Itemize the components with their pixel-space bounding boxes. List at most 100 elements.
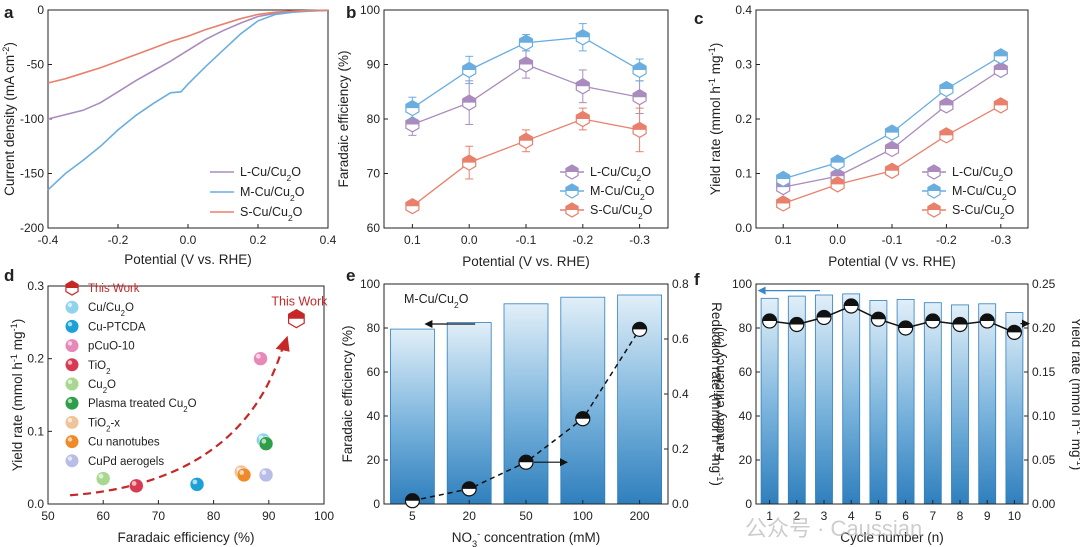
legend-marker-b-fill xyxy=(565,203,579,210)
y-axis-label-d: Yield rate (mmol h-1 mg-1) xyxy=(9,319,25,471)
data-point-b-fill xyxy=(462,155,476,163)
bar-e xyxy=(560,296,606,505)
legend-label-b: L-Cu/Cu2O xyxy=(590,165,651,183)
x-tick-label-b: 0.1 xyxy=(404,233,421,247)
axis-arrow-left-head xyxy=(424,320,433,328)
y2-tick-label-f: 0.05 xyxy=(1032,453,1056,467)
data-point-c-fill xyxy=(831,168,845,177)
data-point-b xyxy=(462,94,477,111)
data-point-c xyxy=(939,97,954,114)
y-tick-label-d: 0.1 xyxy=(27,424,44,438)
bar-f xyxy=(815,294,833,505)
y-tick-label-e: 100 xyxy=(360,277,380,291)
panel-label-d: d xyxy=(4,266,14,285)
y-tick-label-c: 0.3 xyxy=(735,58,752,72)
bar-e xyxy=(446,322,492,505)
rate-point-f-fill xyxy=(789,317,804,325)
data-point-c-fill xyxy=(939,81,953,90)
x-tick-label-d: 60 xyxy=(97,509,111,523)
data-point-b xyxy=(632,61,647,79)
x-tick-label-c: 0.0 xyxy=(829,233,846,247)
legend-label-c: S-Cu/Cu2O xyxy=(952,203,1015,221)
legend-marker-highlight-d xyxy=(67,456,73,461)
data-point-b-fill xyxy=(633,62,647,70)
rate-point-f xyxy=(789,316,805,333)
y2-tick-label-f: 0.15 xyxy=(1032,365,1056,379)
legend-marker-d xyxy=(65,396,79,410)
rate-point-e-fill xyxy=(519,455,533,463)
data-point-b-fill xyxy=(633,122,647,130)
legend-marker-d xyxy=(65,435,79,449)
plot-frame-f xyxy=(755,283,1029,505)
y-tick-label-a: -150 xyxy=(20,167,44,181)
y-tick-label-e: 60 xyxy=(367,365,381,379)
y2-axis-label-e: Reduction rate (mmol h-1 mg-1) xyxy=(709,302,725,486)
legend-marker-d xyxy=(65,377,79,391)
rate-point-f-fill xyxy=(762,313,777,321)
legend-marker-d xyxy=(65,300,79,314)
legend-label-d: This Work xyxy=(88,283,140,295)
data-point-c-fill xyxy=(885,125,899,133)
legend-marker-b xyxy=(565,202,579,218)
rate-point-f xyxy=(761,313,778,329)
bar-e xyxy=(503,303,549,505)
data-point-b-fill xyxy=(462,95,476,103)
annotation-sample-label: M-Cu/Cu2O xyxy=(404,292,469,310)
data-point-d-ball xyxy=(253,351,268,366)
panel-label-c: c xyxy=(694,9,703,28)
data-point-b xyxy=(632,89,647,106)
y-tick-label-e: 80 xyxy=(367,321,381,335)
x-tick-label-c: -0.3 xyxy=(990,233,1011,247)
y-tick-label-b: 80 xyxy=(367,112,381,126)
x-tick-label-a: 0.2 xyxy=(250,233,267,247)
y-tick-label-b: 90 xyxy=(367,58,381,72)
data-point-c-fill xyxy=(776,195,790,204)
y-tick-label-d: 0.2 xyxy=(27,352,44,366)
chart-d: 50 60 70 80 90 100 0.0 0.1 0.2 0.3 Faradaic effici… xyxy=(9,279,334,545)
legend-label-d: Cu2O xyxy=(88,379,116,395)
rate-point-f-fill xyxy=(953,317,968,325)
data-point-b-fill xyxy=(576,78,590,87)
data-point-b xyxy=(518,132,534,149)
y-tick-label-a: -100 xyxy=(20,112,44,126)
y2-axis-label-f: Yield rate (mmol h-1 mg-1) xyxy=(1069,318,1080,470)
y-axis-label-b: Faradaic efficiency (%) xyxy=(336,50,351,187)
x-tick-label-e: 100 xyxy=(573,509,593,523)
rate-point-e-fill xyxy=(462,481,477,489)
data-point-b xyxy=(575,78,590,95)
data-point-c-fill xyxy=(831,155,845,163)
y-tick-label-f: 80 xyxy=(739,321,753,335)
data-point-b-fill xyxy=(576,111,590,119)
legend-label-c: L-Cu/Cu2O xyxy=(952,165,1013,183)
data-point-c xyxy=(993,61,1008,79)
legend-label-a: M-Cu/Cu2O xyxy=(240,185,305,203)
legend-label-a: S-Cu/Cu2O xyxy=(240,205,303,223)
x-tick-label-d: 100 xyxy=(314,509,334,523)
legend-marker-b-fill xyxy=(565,165,579,172)
data-point-c-fill xyxy=(885,163,899,171)
x-axis-label-a: Potential (V vs. RHE) xyxy=(124,252,252,267)
data-point-d-highlight xyxy=(261,438,267,444)
y2-tick-label-e: 0.8 xyxy=(672,277,689,291)
data-point-c-fill xyxy=(885,141,899,149)
y-tick-label-b: 70 xyxy=(367,167,381,181)
legend-marker-highlight-d xyxy=(67,341,73,346)
legend-label-d: Cu-PTCDA xyxy=(88,321,146,333)
x-tick-label-a: 0.4 xyxy=(320,233,337,247)
y-tick-label-b: 100 xyxy=(360,3,380,17)
legend-marker-d xyxy=(65,415,79,429)
data-point-c-fill xyxy=(994,97,1008,106)
legend-label-d: Cu nanotubes xyxy=(88,437,160,449)
trend-arrow xyxy=(69,347,284,497)
data-point-b xyxy=(518,34,534,51)
y-tick-label-d: 0.0 xyxy=(27,497,44,511)
legend-marker-b-fill xyxy=(565,184,579,191)
panel-label-a: a xyxy=(4,3,14,22)
legend-label-d: TiO2 xyxy=(88,360,110,376)
data-point-c-fill xyxy=(831,176,845,185)
data-point-c-fill xyxy=(939,127,953,136)
data-point-b-fill xyxy=(519,57,533,65)
bar-f xyxy=(951,304,969,505)
axis-arrow-right-f-head xyxy=(1022,319,1030,328)
data-point-b xyxy=(632,121,647,139)
